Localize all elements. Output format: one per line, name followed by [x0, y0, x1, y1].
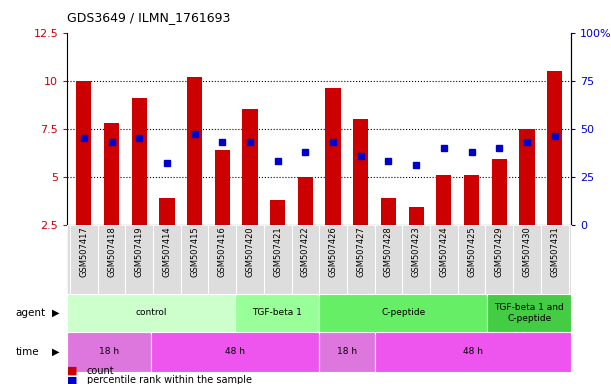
- Bar: [381, 198, 396, 225]
- Text: ■: ■: [67, 366, 78, 376]
- Bar: [547, 71, 562, 225]
- Text: GSM507431: GSM507431: [550, 226, 559, 277]
- Text: GSM507415: GSM507415: [190, 226, 199, 276]
- Bar: [159, 198, 175, 225]
- Text: TGF-beta 1: TGF-beta 1: [252, 308, 302, 318]
- Bar: [131, 98, 147, 225]
- Text: 48 h: 48 h: [225, 348, 245, 356]
- Bar: [298, 177, 313, 225]
- Bar: [353, 119, 368, 225]
- Text: GSM507414: GSM507414: [163, 226, 172, 276]
- Text: ▶: ▶: [52, 308, 59, 318]
- Text: GSM507425: GSM507425: [467, 226, 476, 276]
- Bar: [67, 294, 235, 332]
- Text: 18 h: 18 h: [337, 348, 357, 356]
- Bar: [492, 159, 507, 225]
- Text: GSM507424: GSM507424: [439, 226, 448, 276]
- Bar: [436, 175, 452, 225]
- Text: count: count: [87, 366, 114, 376]
- Text: GSM507421: GSM507421: [273, 226, 282, 276]
- Bar: [409, 207, 424, 225]
- Text: ▶: ▶: [52, 347, 59, 357]
- Text: GSM507428: GSM507428: [384, 226, 393, 277]
- Bar: [519, 129, 535, 225]
- Text: time: time: [15, 347, 39, 357]
- Bar: [375, 332, 571, 372]
- Text: GSM507429: GSM507429: [495, 226, 504, 276]
- Text: GSM507418: GSM507418: [107, 226, 116, 277]
- Bar: [464, 175, 479, 225]
- Bar: [320, 294, 488, 332]
- Bar: [326, 88, 341, 225]
- Bar: [76, 81, 92, 225]
- Text: 48 h: 48 h: [463, 348, 483, 356]
- Text: agent: agent: [15, 308, 45, 318]
- Text: control: control: [136, 308, 167, 318]
- Text: GSM507430: GSM507430: [522, 226, 532, 277]
- Text: GDS3649 / ILMN_1761693: GDS3649 / ILMN_1761693: [67, 12, 230, 25]
- Bar: [488, 294, 571, 332]
- Bar: [104, 123, 119, 225]
- Text: 18 h: 18 h: [99, 348, 119, 356]
- Text: GSM507422: GSM507422: [301, 226, 310, 276]
- Bar: [320, 332, 375, 372]
- Bar: [187, 77, 202, 225]
- Text: GSM507416: GSM507416: [218, 226, 227, 277]
- Bar: [214, 150, 230, 225]
- Bar: [243, 109, 258, 225]
- Text: GSM507417: GSM507417: [79, 226, 89, 277]
- Text: GSM507423: GSM507423: [412, 226, 421, 277]
- Text: ■: ■: [67, 375, 78, 384]
- Text: GSM507426: GSM507426: [329, 226, 338, 277]
- Text: GSM507420: GSM507420: [246, 226, 255, 276]
- Bar: [152, 332, 320, 372]
- Bar: [67, 332, 152, 372]
- Text: GSM507427: GSM507427: [356, 226, 365, 277]
- Text: percentile rank within the sample: percentile rank within the sample: [87, 375, 252, 384]
- Text: GSM507419: GSM507419: [134, 226, 144, 276]
- Bar: [235, 294, 320, 332]
- Bar: [270, 200, 285, 225]
- Text: C-peptide: C-peptide: [381, 308, 425, 318]
- Text: TGF-beta 1 and
C-peptide: TGF-beta 1 and C-peptide: [494, 303, 564, 323]
